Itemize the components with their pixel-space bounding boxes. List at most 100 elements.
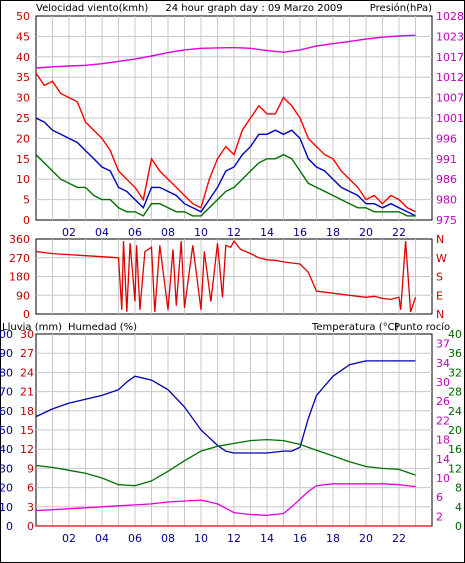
temperature-y-tick: 40 <box>448 328 462 341</box>
wind-x-tick: 16 <box>293 226 307 239</box>
wind-y-tick: 15 <box>16 153 30 166</box>
rain-y-tick: 12 <box>20 443 34 456</box>
rain-y-tick: 24 <box>20 366 34 379</box>
temperature-axis-label: Temperatura (°C) <box>311 322 399 333</box>
compass-label: W <box>436 252 447 265</box>
wind-y-tick: 20 <box>16 132 30 145</box>
dewpoint-y-tick: 2 <box>436 510 443 523</box>
thermo-x-tick: 08 <box>161 532 175 545</box>
winddir-y-tick: 90 <box>16 289 30 302</box>
temperature-y-tick: 24 <box>448 405 462 418</box>
humidity-y-tick: 100 <box>0 328 13 341</box>
dewpoint-y-tick: 22 <box>436 414 450 427</box>
winddir-y-tick: 360 <box>9 233 30 246</box>
pressure-y-tick: 996 <box>436 132 457 145</box>
winddir-y-tick: 0 <box>23 308 30 321</box>
rain-y-tick: 0 <box>27 520 34 533</box>
humidity-y-tick: 20 <box>0 482 13 495</box>
wind-y-tick: 50 <box>16 10 30 23</box>
humidity-y-tick: 60 <box>0 405 13 418</box>
rain-y-tick: 6 <box>27 482 34 495</box>
temperature-y-tick: 36 <box>448 347 462 360</box>
humidity-y-tick: 50 <box>0 424 13 437</box>
series-layer <box>35 34 432 527</box>
wind-y-tick: 25 <box>16 112 30 125</box>
thermo-x-tick: 04 <box>95 532 109 545</box>
wind-x-tick: 06 <box>128 226 142 239</box>
temperature-y-tick: 12 <box>448 462 462 475</box>
rain-y-tick: 18 <box>20 405 34 418</box>
dewpoint-y-tick: 30 <box>436 376 450 389</box>
rain-y-tick: 9 <box>27 462 34 475</box>
thermo-x-tick: 14 <box>260 532 274 545</box>
rain-axis-label: Lluvia (mm) <box>2 322 62 333</box>
thermo-x-tick: 16 <box>293 532 307 545</box>
rain-y-tick: 27 <box>20 347 34 360</box>
dewpoint-y-tick: 14 <box>436 453 450 466</box>
thermo-x-tick: 22 <box>392 532 406 545</box>
wind-x-tick: 20 <box>359 226 373 239</box>
wind-x-tick: 22 <box>392 226 406 239</box>
temperature-y-tick: 32 <box>448 366 462 379</box>
pressure-series <box>35 34 416 69</box>
pressure-y-tick: 1001 <box>436 112 464 125</box>
temperature-y-tick: 4 <box>455 501 462 514</box>
tick-layer: 0510152025303540455097598098699199610011… <box>0 10 464 545</box>
wind-y-tick: 10 <box>16 173 30 186</box>
humidity-y-tick: 30 <box>0 462 13 475</box>
wind-x-tick: 02 <box>62 226 76 239</box>
pressure-y-tick: 1012 <box>436 71 464 84</box>
wind-y-tick: 30 <box>16 92 30 105</box>
rain-y-tick: 3 <box>27 501 34 514</box>
thermo-x-tick: 02 <box>62 532 76 545</box>
wind-x-tick: 10 <box>194 226 208 239</box>
dewpoint-y-tick: 18 <box>436 434 450 447</box>
temperature-y-tick: 28 <box>448 386 462 399</box>
temperature-y-tick: 0 <box>455 520 462 533</box>
wind-x-tick: 14 <box>260 226 274 239</box>
wind-y-tick: 40 <box>16 51 30 64</box>
temperature-y-tick: 16 <box>448 443 462 456</box>
gust-series <box>35 72 416 213</box>
temperature-y-tick: 20 <box>448 424 462 437</box>
wind-y-tick: 45 <box>16 30 30 43</box>
winddir-y-tick: 180 <box>9 271 30 284</box>
thermo-x-tick: 10 <box>194 532 208 545</box>
pressure-y-tick: 975 <box>436 214 457 227</box>
dewpoint-series <box>35 483 416 517</box>
thermo-x-tick: 18 <box>326 532 340 545</box>
temperature-y-tick: 8 <box>455 482 462 495</box>
wind-y-tick: 5 <box>23 194 30 207</box>
compass-label: N <box>436 233 444 246</box>
humidity-y-tick: 10 <box>0 501 13 514</box>
humidity-y-tick: 90 <box>0 347 13 360</box>
pressure-y-tick: 991 <box>436 153 457 166</box>
pressure-axis-label: Presión(hPa) <box>370 2 432 14</box>
temperature-series <box>35 438 416 487</box>
rain-y-tick: 30 <box>20 328 34 341</box>
wind-x-tick: 18 <box>326 226 340 239</box>
winddir-series <box>35 239 417 313</box>
wind-x-tick: 12 <box>227 226 241 239</box>
wind-series <box>35 153 416 217</box>
thermo-x-tick: 20 <box>359 532 373 545</box>
dewpoint-axis-label: Punto rocío <box>394 321 450 333</box>
compass-label: S <box>436 271 443 284</box>
wind-y-tick: 35 <box>16 71 30 84</box>
compass-label: E <box>436 289 443 302</box>
humidity-y-tick: 80 <box>0 366 13 379</box>
pressure-y-tick: 986 <box>436 173 457 186</box>
chart-title: 24 hour graph day : 09 Marzo 2009 <box>165 3 342 14</box>
pressure-y-tick: 980 <box>436 194 457 207</box>
dewpoint-y-tick: 10 <box>436 472 450 485</box>
avgwind-series <box>35 117 416 217</box>
pressure-y-tick: 1023 <box>436 30 464 43</box>
humidity-y-tick: 70 <box>0 386 13 399</box>
wind-x-tick: 04 <box>95 226 109 239</box>
pressure-y-tick: 1017 <box>436 51 464 64</box>
wind-x-tick: 08 <box>161 226 175 239</box>
dewpoint-y-tick: 26 <box>436 395 450 408</box>
humidity-axis-label: Humedad (%) <box>68 322 137 333</box>
